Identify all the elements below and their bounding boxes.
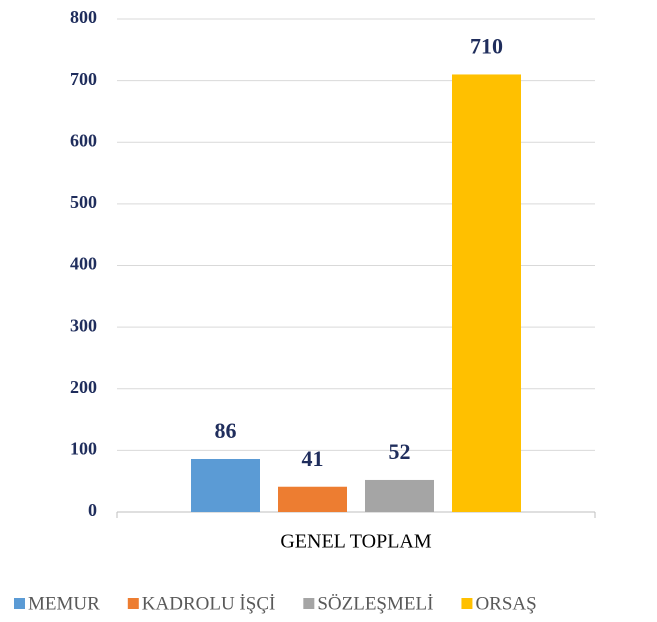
legend-swatch [461,598,473,609]
y-tick-label: 400 [70,254,97,274]
bar [365,479,434,512]
legend-swatch [14,598,25,609]
y-tick-label: 600 [70,130,97,150]
legend-swatch [127,598,139,609]
legend-label: MEMUR [28,593,100,614]
data-label: 41 [302,446,324,471]
y-tick-label: 700 [70,69,97,89]
y-tick-label: 200 [70,377,97,397]
y-tick-label: 500 [70,192,97,212]
x-tick-label: GENEL TOPLAM [280,531,432,553]
data-label: 710 [470,34,503,59]
data-label: 52 [389,439,411,464]
legend-label: KADROLU İŞÇİ [142,593,276,614]
y-tick-label: 100 [70,439,97,459]
y-tick-label: 300 [70,315,97,335]
legend-label: ORSAŞ [475,593,536,614]
bar [191,459,260,512]
y-tick-label: 0 [88,500,97,520]
bar [278,486,347,512]
data-label: 86 [215,418,237,443]
y-tick-label: 800 [70,7,97,27]
legend-swatch [303,598,315,609]
bar [452,74,521,513]
legend-label: SÖZLEŞMELİ [317,593,433,614]
